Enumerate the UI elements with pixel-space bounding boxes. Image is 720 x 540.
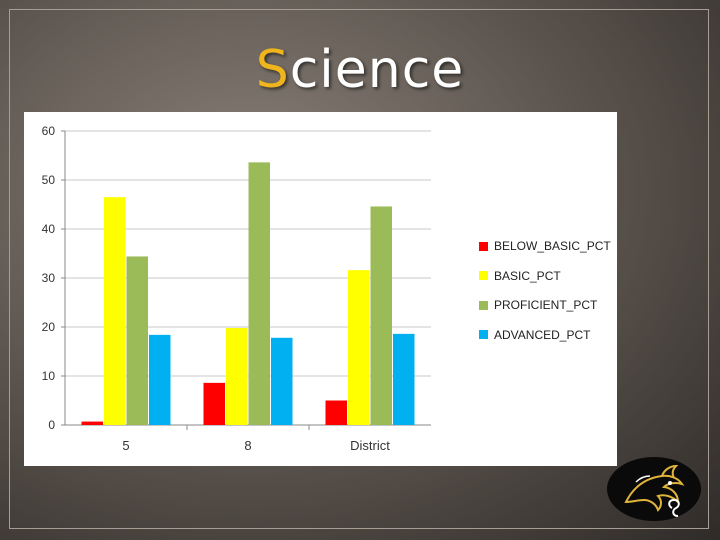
- bar-advanced-pct: [393, 333, 415, 425]
- y-tick-label: 0: [48, 418, 55, 432]
- chart-area: 0 10 20 30 40 50 60 5 8 District BELOW_BASIC_PCT B…: [24, 112, 617, 466]
- title-first-letter: S: [255, 40, 290, 100]
- bar-basic-pct: [348, 270, 370, 425]
- y-tick-label: 40: [42, 222, 56, 236]
- y-tick-label: 50: [42, 173, 56, 187]
- y-tick-label: 60: [42, 124, 56, 138]
- y-tick-label: 30: [42, 271, 56, 285]
- dragon-mascot-icon: [606, 456, 702, 522]
- x-tick-label: District: [350, 438, 390, 453]
- legend-label: PROFICIENT_PCT: [494, 298, 598, 312]
- x-tick-label: 8: [244, 438, 251, 453]
- bar-below-basic-pct: [203, 382, 225, 425]
- y-tick-label: 20: [42, 320, 56, 334]
- bar-chart: 0 10 20 30 40 50 60 5 8 District: [42, 124, 431, 453]
- bar-proficient-pct: [126, 256, 148, 425]
- bar-basic-pct: [104, 197, 126, 425]
- bar-below-basic-pct: [81, 421, 103, 425]
- legend-item: ADVANCED_PCT: [479, 327, 619, 343]
- slide-border: [9, 9, 709, 529]
- title-rest: cience: [289, 40, 465, 100]
- legend-item: BELOW_BASIC_PCT: [479, 238, 619, 254]
- x-tick-label: 5: [122, 438, 129, 453]
- legend-label: BASIC_PCT: [494, 268, 561, 283]
- bar-advanced-pct: [149, 334, 171, 425]
- legend-label: BELOW_BASIC_PCT: [494, 239, 611, 253]
- legend-swatch: [479, 271, 488, 280]
- bar-below-basic-pct: [325, 400, 347, 425]
- legend-swatch: [479, 300, 488, 310]
- legend-swatch: [479, 241, 488, 251]
- y-tick-label: 10: [42, 369, 56, 383]
- legend-label: ADVANCED_PCT: [494, 327, 591, 342]
- bar-proficient-pct: [248, 162, 270, 426]
- legend-swatch: [479, 330, 488, 339]
- slide-title: Science: [0, 38, 720, 102]
- legend-item: PROFICIENT_PCT: [479, 297, 619, 313]
- bar-proficient-pct: [370, 206, 392, 425]
- chart-legend: BELOW_BASIC_PCT BASIC_PCT PROFICIENT_PCT AD…: [479, 238, 619, 356]
- bar-basic-pct: [226, 327, 248, 425]
- bar-advanced-pct: [271, 337, 293, 425]
- legend-item: BASIC_PCT: [479, 268, 619, 284]
